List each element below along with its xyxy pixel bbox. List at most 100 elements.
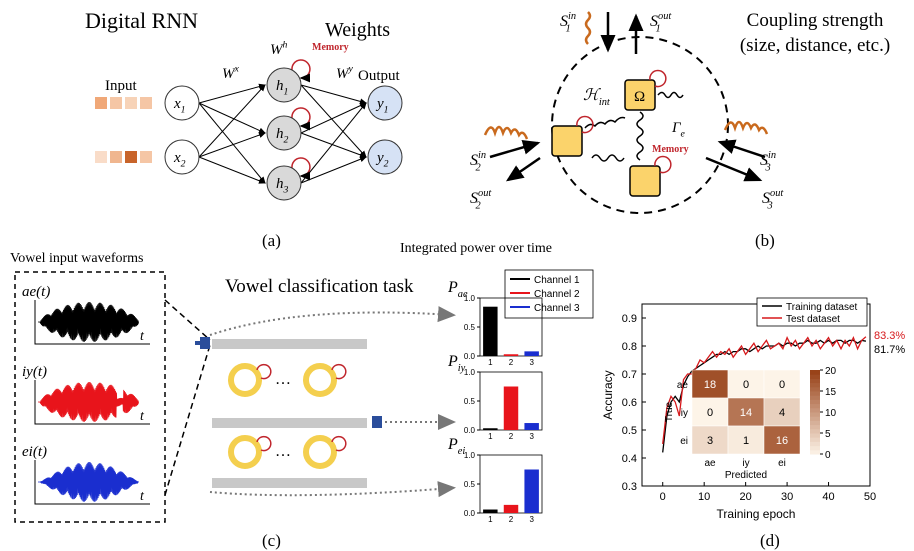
legend-label: Channel 3 xyxy=(534,303,580,314)
math-base: P xyxy=(447,353,458,370)
x-tick-label: 0 xyxy=(660,491,666,503)
math-sub: 3 xyxy=(765,163,771,174)
colorbar-step xyxy=(810,429,820,434)
colorbar-label: 10 xyxy=(825,408,837,419)
math-label: Sout1 xyxy=(650,11,672,35)
math-sub: 1 xyxy=(284,87,289,98)
bar xyxy=(483,307,497,356)
colorbar-step xyxy=(810,399,820,404)
edge xyxy=(301,103,366,183)
colorbar-step xyxy=(810,425,820,430)
colorbar-step xyxy=(810,395,820,400)
math-base: P xyxy=(447,436,458,453)
math-sup: x xyxy=(234,63,240,74)
legend-label: Training dataset xyxy=(786,302,858,313)
waves xyxy=(485,12,767,139)
waveform xyxy=(38,462,139,502)
colorbar-step xyxy=(810,370,820,375)
colorbar-step xyxy=(810,437,820,442)
math-sub: ei xyxy=(458,446,466,457)
cell-label: 18 xyxy=(704,379,716,391)
y-tick-label: 0.5 xyxy=(622,425,637,437)
colorbar-label: 15 xyxy=(825,387,837,398)
math-label: Pae xyxy=(447,279,468,300)
x-tick-label: 1 xyxy=(488,358,493,367)
legend-label: Channel 1 xyxy=(534,275,580,286)
x-tick-label: 10 xyxy=(698,491,710,503)
math-base: P xyxy=(447,279,458,296)
y-axis-label: Accuracy xyxy=(601,370,615,419)
x-tick-label: 50 xyxy=(864,491,876,503)
bar xyxy=(524,351,538,356)
math-sup: in xyxy=(568,11,576,22)
x-tick-label: 20 xyxy=(740,491,752,503)
edge xyxy=(301,85,366,103)
y-tick-label: 0.5 xyxy=(464,323,476,332)
y-tick-label: 0.7 xyxy=(622,369,637,381)
colorbar-step xyxy=(810,420,820,425)
math-sub: iy xyxy=(458,363,466,374)
colorbar-step xyxy=(810,404,820,409)
y-tick-label: 0.4 xyxy=(622,453,637,465)
math-sub: 2 xyxy=(475,201,480,212)
caption: (b) xyxy=(755,231,775,250)
signal-label: ae(t) xyxy=(22,284,50,300)
math-label: Wy xyxy=(336,63,354,82)
math-label: ℋint xyxy=(583,87,611,108)
edge xyxy=(199,85,265,157)
y-tick-label: 0.0 xyxy=(464,426,476,435)
colorbar-step xyxy=(810,387,820,392)
math-sub: int xyxy=(599,97,611,108)
cell-label: 0 xyxy=(743,379,749,391)
task-title: Vowel classification task xyxy=(225,276,414,297)
cell-label: 14 xyxy=(740,407,752,419)
caption: (a) xyxy=(262,231,281,250)
matrix-xlabel: Predicted xyxy=(725,470,767,481)
title-line: Coupling strength xyxy=(747,10,884,31)
math-label: Γe xyxy=(671,120,686,140)
edge xyxy=(301,85,366,157)
math-sub: 1 xyxy=(181,105,186,116)
panel-c: Vowel input waveforms Vowel classificati… xyxy=(10,241,593,550)
y-tick-label: 0.5 xyxy=(464,480,476,489)
math-sub: 3 xyxy=(766,201,772,212)
x-tick-label: 3 xyxy=(529,432,534,441)
output-label: Output xyxy=(358,68,401,84)
y-tick-label: 0.6 xyxy=(622,397,637,409)
math-sub: 1 xyxy=(384,105,389,116)
math-base: h xyxy=(276,176,284,192)
colorbar-label: 5 xyxy=(825,429,831,440)
cell-label: 3 xyxy=(707,435,713,447)
waveform xyxy=(38,382,139,422)
svg-text:…: … xyxy=(275,443,291,460)
colorbar-label: 20 xyxy=(825,366,837,377)
power-title: Integrated power over time xyxy=(400,241,552,256)
y-tick-label: 0.8 xyxy=(622,341,637,353)
omega: Ω xyxy=(634,89,645,105)
colorbar-step xyxy=(810,374,820,379)
bar xyxy=(504,505,518,513)
math-sub: ae xyxy=(458,289,468,300)
x-tick-label: 1 xyxy=(488,432,493,441)
input-squares xyxy=(95,97,152,163)
edge xyxy=(199,157,265,183)
time-label: t xyxy=(140,489,145,504)
math-sup: in xyxy=(478,150,486,161)
math-base: y xyxy=(375,150,384,166)
memory-label: Memory xyxy=(312,42,349,53)
waveguides xyxy=(195,337,382,488)
bar xyxy=(504,354,518,356)
x-tick-label: 3 xyxy=(529,358,534,367)
y-tick-label: 0.9 xyxy=(622,313,637,325)
math-sub: e xyxy=(681,129,686,140)
edge xyxy=(199,103,265,183)
edge xyxy=(199,85,265,103)
colorbar-step xyxy=(810,416,820,421)
math-sub: 2 xyxy=(384,159,389,170)
math-base: y xyxy=(375,96,384,112)
math-label: Pei xyxy=(447,436,465,457)
time-label: t xyxy=(140,329,145,344)
input-label: Input xyxy=(105,78,137,94)
